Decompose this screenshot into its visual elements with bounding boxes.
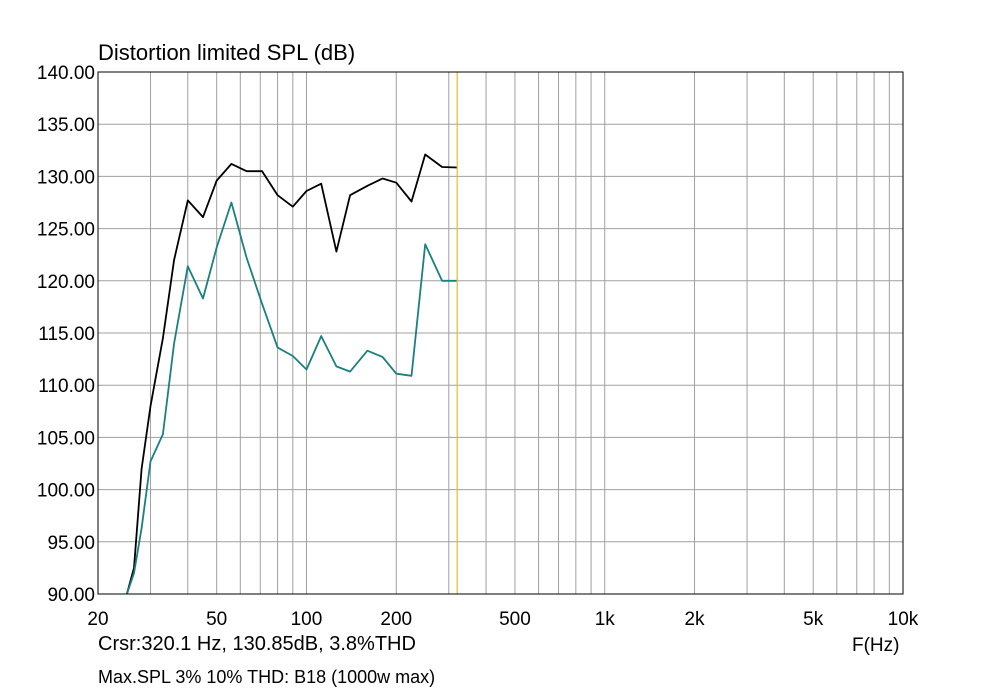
chart-footnote: Max.SPL 3% 10% THD: B18 (1000w max) — [98, 667, 436, 687]
series-line-1 — [126, 153, 458, 595]
series-lines — [126, 153, 458, 595]
x-tick-label: 10k — [888, 609, 919, 630]
plot-frame — [97, 71, 904, 595]
y-tick-label: 115.00 — [38, 324, 95, 345]
x-axis-ticks: 20 50 100 200 500 1k 2k 5k 10k — [87, 609, 918, 630]
cursor-readout: Crsr:320.1 Hz, 130.85dB, 3.8%THD — [98, 633, 416, 655]
x-tick-label: 200 — [380, 609, 412, 630]
x-axis-label: F(Hz) — [852, 635, 899, 656]
y-tick-label: 105.00 — [37, 428, 95, 449]
y-tick-label: 110.00 — [38, 376, 95, 397]
y-tick-label: 100.00 — [37, 481, 95, 502]
y-tick-label: 135.00 — [37, 115, 95, 136]
x-tick-label: 5k — [803, 609, 824, 630]
chart-title: Distortion limited SPL (dB) — [98, 40, 355, 65]
y-axis-ticks: 90.00 95.00 100.00 105.00 110.00 115.00 120.00… — [37, 63, 95, 606]
x-tick-label: 2k — [684, 609, 705, 630]
x-tick-label: 20 — [87, 609, 108, 630]
y-tick-label: 90.00 — [47, 585, 95, 606]
y-tick-label: 120.00 — [37, 272, 95, 293]
series-line-2 — [126, 201, 458, 595]
x-tick-label: 1k — [595, 609, 616, 630]
x-tick-label: 100 — [291, 609, 323, 630]
grid-lines — [98, 72, 903, 594]
y-tick-label: 125.00 — [37, 220, 95, 241]
y-tick-label: 140.00 — [37, 63, 95, 84]
y-tick-label: 95.00 — [47, 533, 95, 554]
x-tick-label: 50 — [206, 609, 227, 630]
x-tick-label: 500 — [499, 609, 531, 630]
y-tick-label: 130.00 — [37, 167, 95, 188]
